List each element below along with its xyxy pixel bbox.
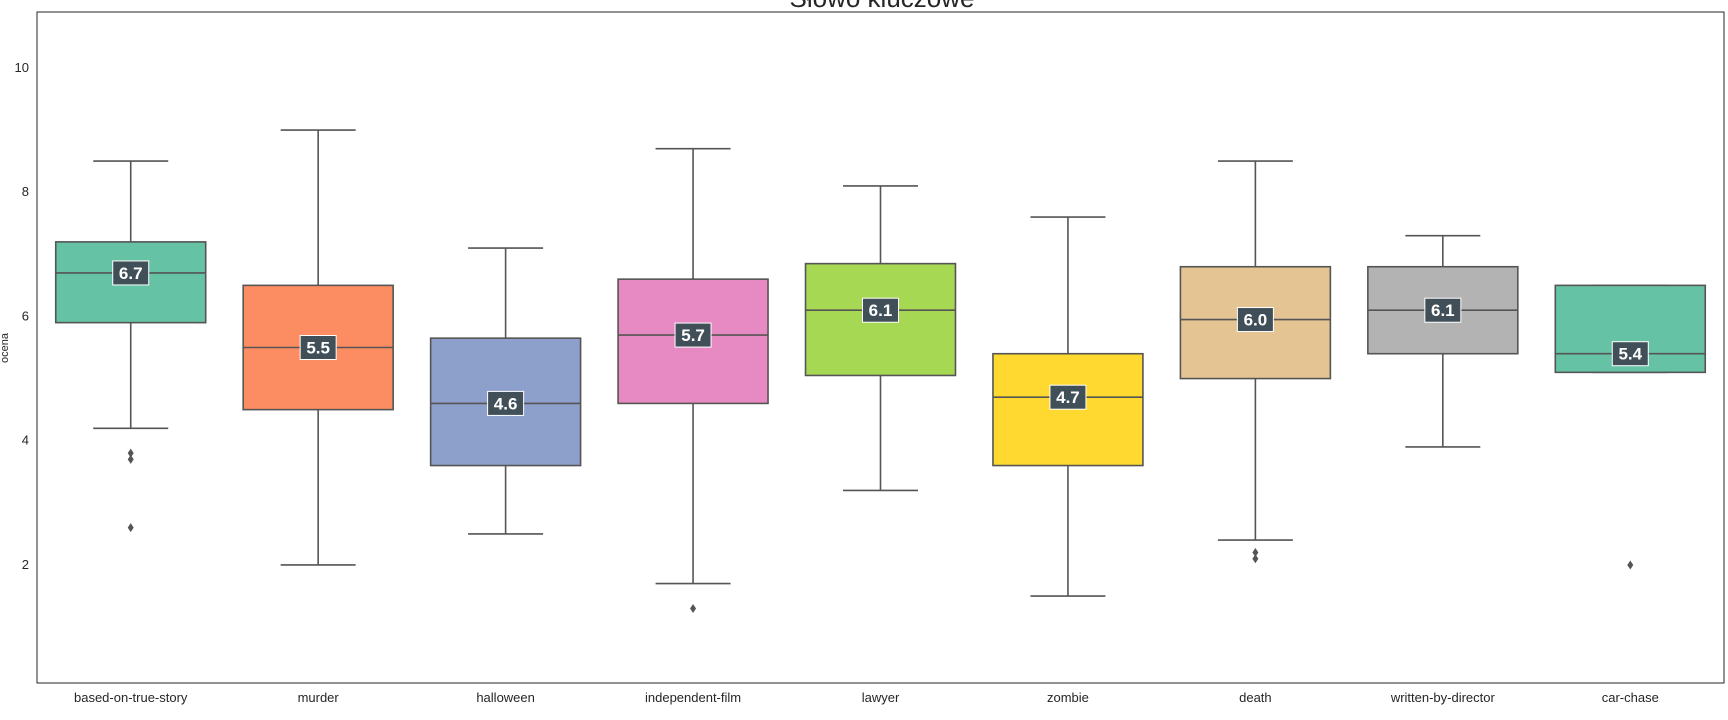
median-label-background — [674, 322, 712, 348]
x-tick-label: car-chase — [1602, 690, 1659, 705]
y-axis: 2 4 6 8 10 — [15, 60, 29, 572]
median-value-label: 4.6 — [494, 394, 518, 413]
median-label-background — [487, 390, 525, 416]
box-group-independent-film: 5.7 — [617, 147, 769, 613]
x-tick-label: independent-film — [645, 690, 741, 705]
median-value-label: 4.7 — [1056, 388, 1080, 407]
median-label-background — [1611, 341, 1649, 367]
x-axis: based-on-true-story murder halloween indepe… — [74, 690, 1659, 705]
box-group-based-on-true-story: 6.7 — [54, 160, 207, 533]
plot-area-frame — [36, 11, 1725, 684]
median-label-background — [1236, 307, 1274, 333]
median-label-background — [299, 335, 337, 360]
box-group-death: 6.0 — [1179, 160, 1332, 564]
x-tick-label: halloween — [476, 690, 535, 705]
median-label-background — [1424, 297, 1462, 323]
median-value-label: 6.0 — [1244, 311, 1268, 330]
box-group-zombie: 4.7 — [992, 216, 1144, 597]
outlier-point — [127, 523, 134, 533]
outlier-point — [1252, 554, 1259, 564]
median-value-label: 6.7 — [119, 264, 143, 283]
y-tick-label: 2 — [22, 557, 29, 572]
chart-title: Słowo kluczowe — [790, 0, 975, 13]
x-tick-label: murder — [298, 690, 340, 705]
median-label-background — [862, 297, 899, 323]
boxes-layer: 6.7 5.5 4.6 5.7 6.1 4.7 6.0 6.1 5.4 — [54, 129, 1707, 613]
median-label-background — [112, 260, 150, 286]
median-value-label: 6.1 — [1431, 301, 1455, 320]
median-value-label: 5.5 — [306, 339, 330, 358]
median-value-label: 5.7 — [681, 326, 705, 345]
y-tick-label: 10 — [15, 60, 29, 75]
x-tick-label: zombie — [1047, 690, 1089, 705]
y-tick-label: 8 — [22, 184, 29, 199]
y-tick-label: 4 — [22, 433, 29, 448]
outlier-point — [1252, 548, 1259, 558]
outlier-point — [1627, 560, 1634, 570]
box-group-murder: 5.5 — [242, 129, 394, 566]
box-group-written-by-director: 6.1 — [1367, 234, 1519, 448]
x-tick-label: lawyer — [862, 690, 900, 705]
median-value-label: 6.1 — [869, 301, 893, 320]
x-tick-label: death — [1239, 690, 1272, 705]
y-axis-title: ocena — [0, 332, 11, 363]
x-tick-label: written-by-director — [1390, 690, 1496, 705]
box-group-halloween: 4.6 — [429, 247, 582, 535]
median-value-label: 5.4 — [1618, 345, 1642, 364]
outlier-point — [690, 603, 697, 613]
x-tick-label: based-on-true-story — [74, 690, 188, 705]
y-tick-label: 6 — [22, 308, 29, 323]
outlier-point — [127, 448, 134, 458]
median-label-background — [1049, 384, 1087, 410]
box-group-lawyer: 6.1 — [804, 185, 957, 492]
box-group-car-chase: 5.4 — [1554, 284, 1707, 570]
outlier-point — [127, 454, 134, 464]
